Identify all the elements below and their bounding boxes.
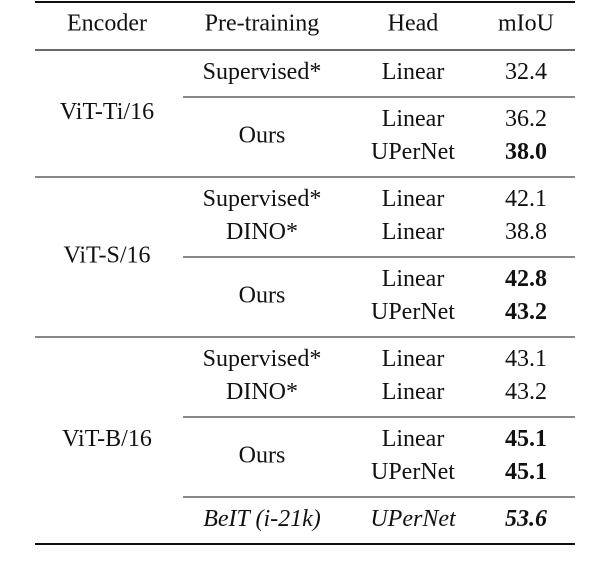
head-cell: Linear <box>382 426 445 452</box>
pretraining-cell: Supervised* <box>203 59 322 85</box>
head-cell: UPerNet <box>371 459 455 485</box>
miou-cell: 36.2 <box>505 106 547 132</box>
head-cell: Linear <box>382 346 445 372</box>
pretraining-cell: Ours <box>239 123 286 149</box>
head-cell: Linear <box>382 186 445 212</box>
miou-cell: 43.2 <box>505 379 547 405</box>
head-cell: Linear <box>382 219 445 245</box>
pretraining-cell: Supervised* <box>203 186 322 212</box>
head-cell: Linear <box>382 379 445 405</box>
header-cell: Pre-training <box>205 11 320 37</box>
pretraining-cell: DINO* <box>226 379 298 405</box>
miou-cell: 45.1 <box>505 459 547 485</box>
miou-cell: 38.8 <box>505 219 547 245</box>
miou-cell: 32.4 <box>505 59 547 85</box>
header-cell: Encoder <box>67 11 147 37</box>
encoder-cell: ViT-B/16 <box>62 426 152 452</box>
header-cell: mIoU <box>498 11 554 37</box>
miou-cell: 45.1 <box>505 426 547 452</box>
miou-cell: 43.1 <box>505 346 547 372</box>
head-cell: Linear <box>382 59 445 85</box>
head-cell: Linear <box>382 266 445 292</box>
pretraining-cell: BeIT (i-21k) <box>203 506 321 532</box>
miou-cell: 42.8 <box>505 266 547 292</box>
head-cell: UPerNet <box>370 506 457 532</box>
encoder-cell: ViT-Ti/16 <box>60 99 154 125</box>
pretraining-cell: DINO* <box>226 219 298 245</box>
miou-cell: 53.6 <box>505 506 547 532</box>
head-cell: Linear <box>382 106 445 132</box>
head-cell: UPerNet <box>371 299 455 325</box>
pretraining-cell: Ours <box>239 443 286 469</box>
miou-cell: 38.0 <box>505 139 547 165</box>
miou-cell: 42.1 <box>505 186 547 212</box>
encoder-cell: ViT-S/16 <box>63 243 150 269</box>
miou-cell: 43.2 <box>505 299 547 325</box>
pretraining-cell: Supervised* <box>203 346 322 372</box>
header-cell: Head <box>388 11 439 37</box>
pretraining-cell: Ours <box>239 283 286 309</box>
head-cell: UPerNet <box>371 139 455 165</box>
